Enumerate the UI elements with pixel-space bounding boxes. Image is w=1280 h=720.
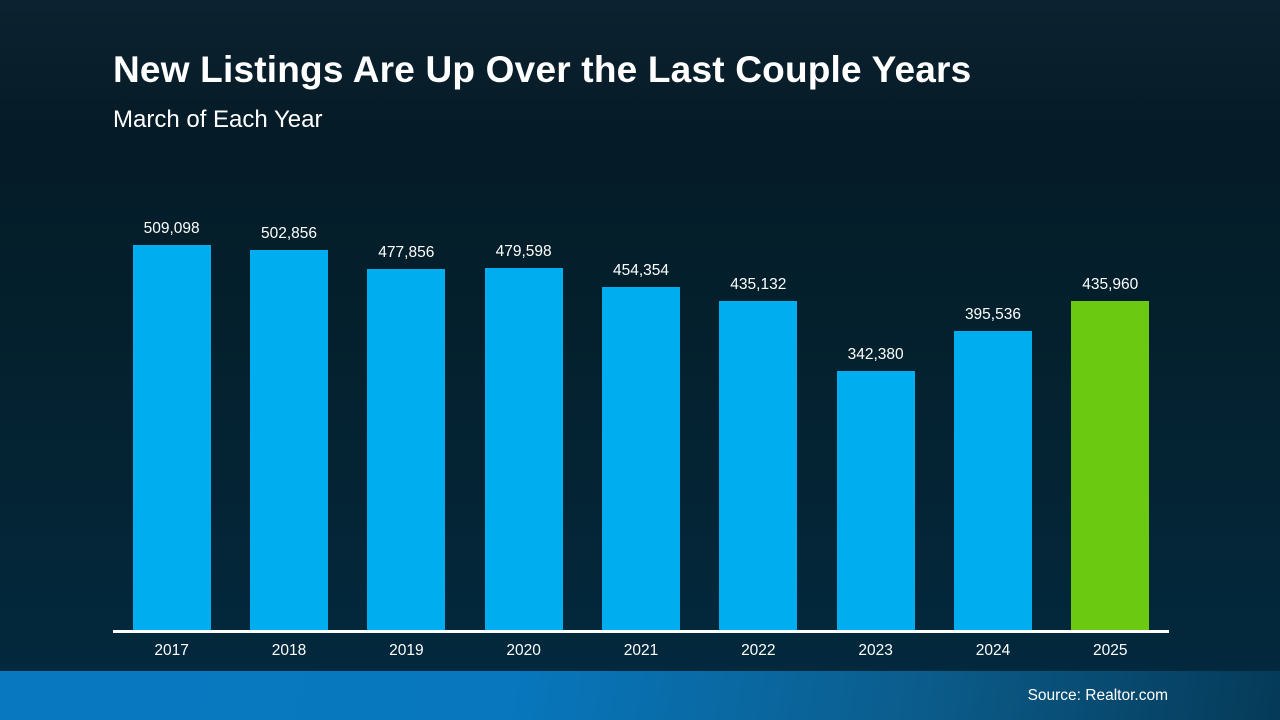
bar-group-2021: 454,354 (582, 262, 699, 631)
bar-group-2019: 477,856 (348, 243, 465, 631)
bar-2025 (1071, 300, 1150, 631)
bar-value-label: 502,856 (260, 224, 317, 242)
page-subtitle: March of Each Year (113, 106, 323, 134)
x-tick-label-2024: 2024 (975, 642, 1011, 660)
x-tick-label-2017: 2017 (154, 642, 189, 660)
x-tick-label-2023: 2023 (858, 642, 893, 660)
bar-group-2022: 435,132 (700, 276, 817, 631)
bar-value-label: 435,132 (730, 276, 787, 294)
x-tick-label-2025: 2025 (1093, 642, 1128, 660)
bar-2019 (367, 268, 446, 631)
bar-group-2017: 509,098 (113, 220, 230, 631)
bar-value-label: 477,856 (378, 243, 435, 261)
bar-group-2025: 435,960 (1052, 276, 1169, 631)
bar-2024 (953, 331, 1032, 631)
bar-2017 (132, 245, 211, 631)
bar-group-2024: 395,536 (934, 306, 1051, 631)
x-tick-label-2019: 2019 (389, 642, 424, 660)
bar-2022 (719, 301, 798, 631)
source-attribution: Source: Realtor.com (1027, 686, 1168, 704)
bar-value-label: 479,598 (495, 242, 552, 260)
bar-value-label: 454,354 (612, 261, 669, 279)
x-axis-labels: 2017 2018 2019 2020 2021 2022 2023 2024 2025 (113, 633, 1169, 660)
bar-2020 (484, 267, 563, 631)
x-tick-label-2021: 2021 (623, 642, 659, 660)
header: New Listings Are Up Over the Last Couple… (0, 0, 1280, 135)
bar-value-label: 342,380 (847, 346, 904, 364)
page-title: New Listings Are Up Over the Last Couple… (113, 49, 972, 90)
bar-value-label: 435,960 (1082, 275, 1139, 293)
x-axis-line (113, 630, 1169, 634)
bar-group-2018: 502,856 (230, 224, 347, 631)
bar-2023 (836, 371, 915, 631)
x-tick-label-2022: 2022 (741, 642, 776, 660)
bar-group-2020: 479,598 (465, 243, 582, 631)
bar-chart: 509,098 502,856 477,856 479,598 454,354 435,1… (113, 190, 1169, 660)
footer-bar: Source: Realtor.com (0, 671, 1280, 720)
bar-2021 (601, 286, 680, 631)
bar-2018 (249, 249, 328, 631)
x-tick-label-2020: 2020 (506, 642, 541, 660)
bar-value-label: 509,098 (143, 220, 200, 238)
bar-group-2023: 342,380 (817, 346, 934, 631)
plot-area: 509,098 502,856 477,856 479,598 454,354 435,1… (113, 190, 1169, 631)
bar-value-label: 395,536 (964, 306, 1021, 324)
x-tick-label-2018: 2018 (271, 642, 307, 660)
